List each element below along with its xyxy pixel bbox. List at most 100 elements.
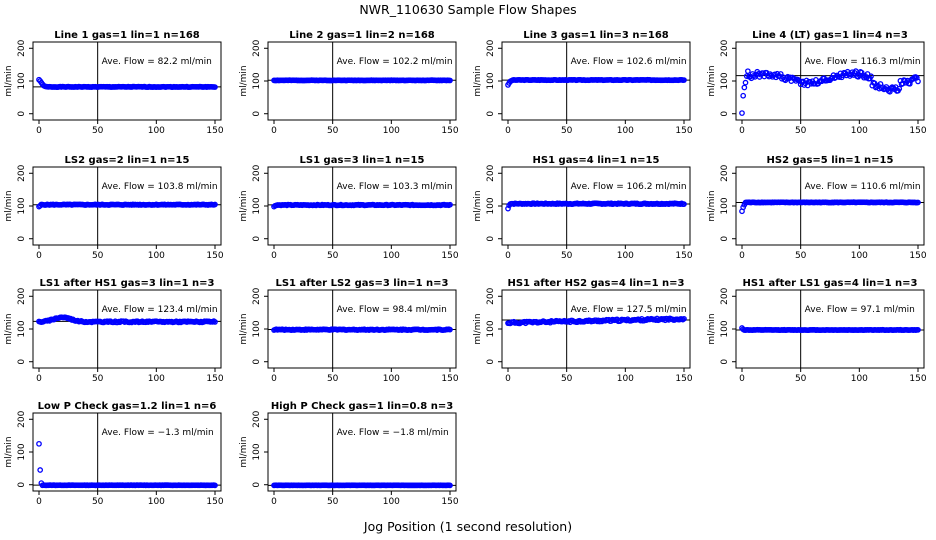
x-tick-label: 150: [909, 251, 926, 261]
x-tick-label: 50: [327, 126, 339, 136]
x-tick-label: 50: [795, 374, 807, 384]
x-tick-label: 0: [505, 374, 511, 384]
x-tick-label: 150: [441, 251, 458, 261]
x-tick-label: 0: [505, 126, 511, 136]
plot-frame: [32, 412, 222, 492]
ave-flow-annotation: Ave. Flow = −1.3 ml/min: [102, 428, 214, 438]
panel-title: Low P Check gas=1.2 lin=1 n=6: [38, 401, 217, 412]
ave-flow-annotation: Ave. Flow = 110.6 ml/min: [805, 182, 921, 192]
panel: Low P Check gas=1.2 lin=1 n=6 0 50 100 150 0 1…: [4, 401, 224, 507]
x-tick-label: 150: [206, 251, 223, 261]
data-point: [915, 327, 921, 333]
panel: HS1 gas=4 lin=1 n=15 0 50 100 150 0 100 200ml/m…: [473, 155, 693, 261]
data-point: [36, 440, 42, 447]
plot-frame: [501, 289, 691, 369]
x-tick-label: 100: [617, 126, 634, 136]
data-point: [868, 73, 874, 80]
x-tick-label: 50: [327, 497, 339, 507]
x-tick-label: 100: [383, 251, 400, 261]
x-tick-label: 150: [206, 497, 223, 507]
x-tick-label: 0: [739, 374, 745, 384]
x-tick-label: 0: [271, 497, 277, 507]
x-tick-label: 50: [327, 251, 339, 261]
x-tick-label: 50: [795, 251, 807, 261]
y-tick-label: 200: [252, 287, 262, 304]
panel-title: HS1 gas=4 lin=1 n=15: [533, 155, 660, 166]
y-axis-label: ml/min: [239, 436, 249, 467]
panel-title: High P Check gas=1 lin=0.8 n=3: [271, 401, 453, 412]
y-tick-label: 100: [17, 72, 27, 89]
ave-flow-annotation: Ave. Flow = 123.4 ml/min: [102, 305, 218, 315]
y-tick-label: 200: [720, 287, 730, 304]
y-axis-label: ml/min: [4, 65, 14, 96]
panel: Line 3 gas=1 lin=3 n=168 0 50 100 150 0 100 200…: [473, 30, 693, 136]
data-point: [742, 79, 749, 86]
y-tick-label: 200: [486, 164, 496, 181]
y-tick-label: 0: [252, 236, 262, 242]
data-point: [915, 199, 921, 206]
y-axis-label: ml/min: [707, 190, 717, 221]
x-tick-label: 50: [561, 374, 573, 384]
x-tick-label: 150: [675, 374, 692, 384]
y-axis-label: ml/min: [707, 313, 717, 344]
y-tick-label: 0: [252, 111, 262, 117]
y-tick-label: 0: [486, 236, 496, 242]
x-tick-label: 100: [148, 251, 165, 261]
y-axis-label: ml/min: [473, 190, 483, 221]
figure-title: NWR_110630 Sample Flow Shapes: [359, 2, 576, 17]
panel: Line 2 gas=1 lin=2 n=168 0 50 100 150 0 100 200…: [239, 30, 459, 136]
y-tick-label: 100: [720, 197, 730, 214]
ave-flow-annotation: Ave. Flow = 106.2 ml/min: [571, 182, 687, 192]
ave-flow-annotation: Ave. Flow = 127.5 ml/min: [571, 305, 687, 315]
x-tick-label: 50: [92, 126, 104, 136]
x-tick-label: 100: [148, 497, 165, 507]
panel: HS1 after LS1 gas=4 lin=1 n=3 0 50 100 150 0 1…: [707, 278, 927, 384]
data-point: [447, 77, 453, 84]
plot-frame: [267, 412, 457, 492]
y-tick-label: 200: [17, 410, 27, 427]
x-tick-label: 0: [739, 126, 745, 136]
panel: LS1 after HS1 gas=3 lin=1 n=3 0 50 100 150 0 1…: [4, 278, 224, 384]
data-point: [858, 69, 865, 76]
y-tick-label: 200: [720, 164, 730, 181]
x-tick-label: 150: [909, 374, 926, 384]
y-axis-label: ml/min: [4, 313, 14, 344]
y-tick-label: 0: [720, 111, 730, 117]
x-tick-label: 0: [271, 126, 277, 136]
data-point: [212, 201, 218, 208]
ave-flow-annotation: Ave. Flow = 98.4 ml/min: [337, 305, 447, 315]
panel-title: LS1 after HS1 gas=3 lin=1 n=3: [39, 278, 214, 289]
panel-title: HS2 gas=5 lin=1 n=15: [767, 155, 894, 166]
x-tick-label: 100: [851, 374, 868, 384]
data-point: [681, 77, 687, 83]
y-tick-label: 0: [486, 359, 496, 365]
y-axis-label: ml/min: [473, 65, 483, 96]
y-tick-label: 100: [486, 72, 496, 89]
data-point: [447, 482, 453, 489]
panel-title: Line 3 gas=1 lin=3 n=168: [523, 30, 669, 41]
data-point: [37, 467, 44, 473]
ave-flow-annotation: Ave. Flow = 116.3 ml/min: [805, 57, 921, 67]
data-point: [745, 68, 751, 75]
y-tick-label: 100: [17, 197, 27, 214]
y-axis-label: ml/min: [473, 313, 483, 344]
y-tick-label: 100: [720, 72, 730, 89]
y-tick-label: 200: [17, 164, 27, 181]
y-tick-label: 0: [252, 482, 262, 488]
x-tick-label: 0: [36, 497, 42, 507]
y-tick-label: 0: [720, 359, 730, 365]
x-tick-label: 0: [36, 374, 42, 384]
y-tick-label: 100: [486, 197, 496, 214]
figure-xlabel: Jog Position (1 second resolution): [363, 519, 572, 534]
y-tick-label: 0: [17, 111, 27, 117]
y-axis-label: ml/min: [239, 65, 249, 96]
x-tick-label: 150: [675, 126, 692, 136]
x-tick-label: 0: [36, 251, 42, 261]
x-tick-label: 0: [271, 374, 277, 384]
ave-flow-annotation: Ave. Flow = 82.2 ml/min: [102, 57, 212, 67]
y-tick-label: 0: [486, 111, 496, 117]
y-tick-label: 200: [252, 39, 262, 56]
y-tick-label: 200: [17, 287, 27, 304]
x-tick-label: 150: [441, 374, 458, 384]
